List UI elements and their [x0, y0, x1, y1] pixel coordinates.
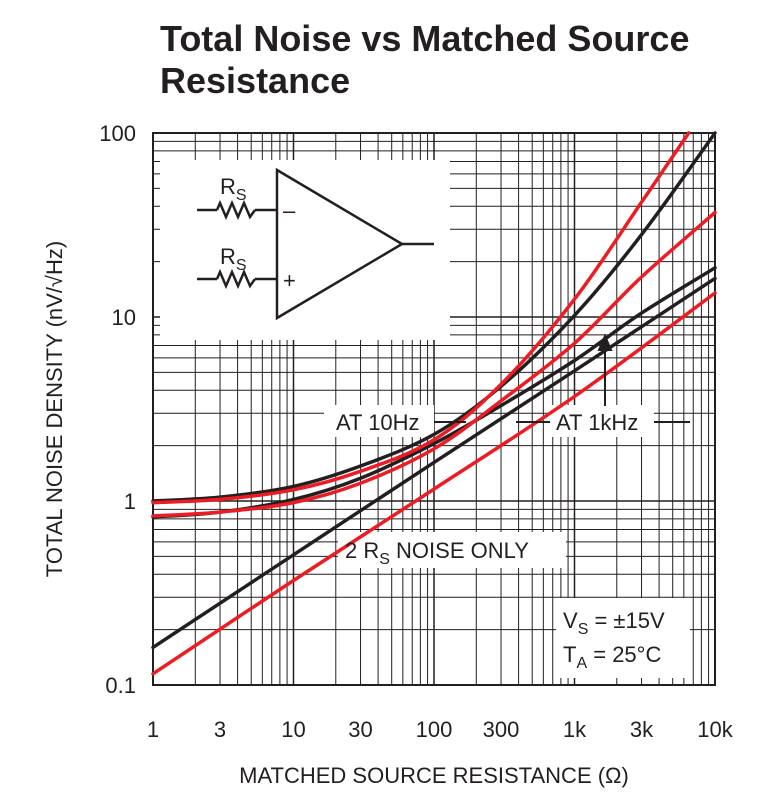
x-tick-label: 10k — [697, 717, 733, 742]
x-tick-label: 10 — [281, 717, 305, 742]
y-tick-label: 100 — [99, 121, 136, 146]
chart-title: Total Noise vs Matched Source Resistance — [160, 18, 690, 101]
label-bg-conditions — [556, 598, 690, 678]
x-tick-label: 100 — [416, 717, 453, 742]
plot-frame — [152, 132, 716, 686]
y-tick-label: 10 — [112, 305, 136, 330]
x-tick-labels: 1 3 10 30 100 300 1k 3k 10k — [147, 717, 734, 742]
x-tick-label: 1 — [147, 717, 159, 742]
series-line-6 — [151, 291, 717, 676]
y-axis-label: TOTAL NOISE DENSITY (nV/√Hz) — [42, 241, 67, 577]
label-bg-1khz — [550, 405, 654, 437]
y-tick-label: 0.1 — [105, 673, 136, 698]
resistor-plus-icon — [215, 268, 257, 290]
annotation-temperature: TA = 25°C — [563, 642, 661, 672]
x-tick-label: 3k — [630, 717, 654, 742]
label-bg-10hz — [324, 405, 434, 437]
resistor-label-top: RS — [220, 174, 247, 204]
label-bg-rs-noise — [338, 532, 566, 568]
x-axis-label: MATCHED SOURCE RESISTANCE (Ω) — [239, 763, 629, 788]
x-tick-label: 300 — [483, 717, 520, 742]
resistor-minus-icon — [215, 199, 257, 221]
arrow-up-icon — [597, 333, 613, 351]
series-line-5 — [151, 276, 717, 650]
annotation-1khz: AT 1kHz — [556, 410, 638, 435]
x-tick-label: 1k — [563, 717, 587, 742]
annotation-supply: VS = ±15V — [563, 608, 665, 638]
opamp-triangle — [275, 167, 405, 321]
y-tick-labels: 0.1 1 10 100 — [99, 121, 136, 698]
series-line-3 — [151, 131, 691, 505]
x-tick-label: 30 — [348, 717, 372, 742]
noninverting-input-label: + — [283, 268, 296, 293]
inverting-input-label: – — [283, 198, 296, 223]
resistor-label-bottom: RS — [220, 244, 247, 274]
annotation-rs-noise: 2 RS NOISE ONLY — [345, 538, 529, 568]
x-tick-label: 3 — [214, 717, 226, 742]
y-tick-label: 1 — [124, 489, 136, 514]
annotation-10hz: AT 10Hz — [336, 410, 420, 435]
opamp-inset — [197, 167, 434, 321]
series-line-4 — [151, 210, 717, 518]
inset-background — [160, 160, 450, 340]
leaders — [434, 333, 690, 423]
